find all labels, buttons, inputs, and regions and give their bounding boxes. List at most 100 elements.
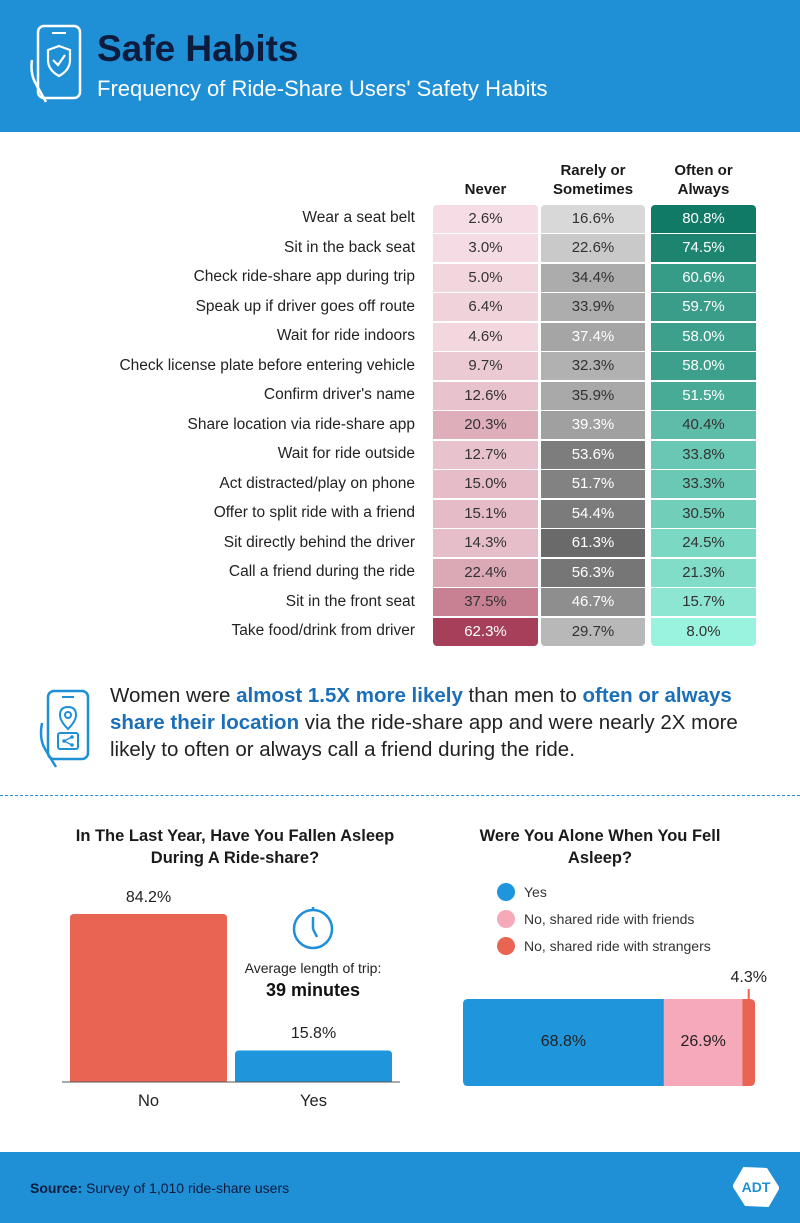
row-label: Offer to split ride with a friend	[213, 504, 415, 521]
table-cell: 22.6%	[541, 234, 645, 263]
row-label: Wear a seat belt	[302, 209, 415, 226]
table-cell: 20.3%	[433, 411, 538, 440]
table-cell: 15.1%	[433, 499, 538, 528]
table-cell: 2.6%	[433, 204, 538, 233]
row-label: Wait for ride indoors	[276, 327, 415, 344]
location-share-phone-icon	[39, 689, 90, 768]
category-label: Yes	[300, 1092, 327, 1110]
table-cell: 37.5%	[433, 588, 538, 617]
table-cell: 51.5%	[651, 381, 756, 410]
insight-highlight-2: often or always share their location	[110, 684, 732, 734]
table-cell: 8.0%	[651, 617, 756, 646]
legend-label: Yes	[524, 884, 547, 900]
page-title: Safe Habits	[97, 28, 299, 69]
row-label: Confirm driver's name	[263, 386, 415, 403]
avg-trip-value: 39 minutes	[265, 980, 361, 1000]
table-cell: 39.3%	[541, 411, 645, 440]
legend-swatch	[497, 883, 515, 901]
segment-value-label: 68.8%	[540, 1032, 587, 1050]
table-cell: 5.0%	[433, 263, 538, 292]
row-label: Wait for ride outside	[277, 445, 415, 462]
section-divider	[0, 795, 800, 796]
table-cell: 34.4%	[541, 263, 645, 292]
table-cell: 51.7%	[541, 470, 645, 499]
table-cell: 21.3%	[651, 558, 756, 587]
segment-value-label: 4.3%	[730, 969, 767, 986]
column-header: Often or Always	[674, 162, 733, 198]
clock-icon	[292, 907, 334, 950]
table-cell: 58.0%	[651, 322, 756, 351]
table-cell: 12.7%	[433, 440, 538, 469]
row-label: Take food/drink from driver	[231, 622, 416, 639]
bar-yes	[235, 1050, 392, 1082]
asleep-chart-title: In The Last Year, Have You Fallen Asleep…	[75, 827, 395, 867]
legend-swatch	[497, 910, 515, 928]
table-cell: 62.3%	[433, 617, 538, 646]
table-cell: 33.9%	[541, 293, 645, 322]
table-cell: 33.3%	[651, 470, 756, 499]
legend-label: No, shared ride with strangers	[524, 938, 711, 954]
category-label: No	[137, 1092, 160, 1110]
column-header: Rarely or Sometimes	[553, 162, 634, 198]
table-cell: 40.4%	[651, 411, 756, 440]
table-cell: 80.8%	[651, 204, 756, 233]
table-cell: 9.7%	[433, 352, 538, 381]
table-cell: 35.9%	[541, 381, 645, 410]
table-cell: 22.4%	[433, 558, 538, 587]
insight-text-1: Women were	[110, 684, 237, 707]
table-cell: 29.7%	[541, 617, 645, 646]
alone-chart-title: Were You Alone When You Fell Asleep?	[479, 827, 721, 867]
row-label: Sit directly behind the driver	[223, 533, 415, 551]
table-cell: 32.3%	[541, 352, 645, 381]
svg-text:ADT: ADT	[742, 1179, 771, 1195]
table-cell: 58.0%	[651, 352, 756, 381]
bar-value-label: 84.2%	[125, 889, 172, 906]
table-cell: 15.0%	[433, 470, 538, 499]
table-cell: 14.3%	[433, 529, 538, 558]
row-label: Share location via ride-share app	[187, 415, 415, 433]
table-cell: 30.5%	[651, 499, 756, 528]
table-cell: 3.0%	[433, 234, 538, 263]
row-label: Sit in the front seat	[285, 592, 415, 610]
column-header: Never	[464, 181, 507, 198]
insight-highlight-1: almost 1.5X more likely	[236, 684, 463, 707]
avg-trip-label: Average length of trip:	[244, 960, 382, 976]
table-cell: 37.4%	[541, 322, 645, 351]
table-cell: 12.6%	[433, 381, 538, 410]
row-label: Check license plate before entering vehi…	[119, 356, 415, 374]
source-text: Survey of 1,010 ride-share users	[82, 1180, 290, 1196]
row-label: Call a friend during the ride	[228, 563, 415, 580]
table-cell: 24.5%	[651, 529, 756, 558]
stacked-segment	[742, 999, 755, 1086]
table-cell: 4.6%	[433, 322, 538, 351]
segment-value-label: 26.9%	[680, 1032, 726, 1050]
table-cell: 33.8%	[651, 440, 756, 469]
source-note: Source: Survey of 1,010 ride-share users	[30, 1180, 289, 1196]
footer-banner: Source: Survey of 1,010 ride-share users…	[0, 1152, 800, 1223]
header-banner: Safe Habits Frequency of Ride-Share User…	[0, 0, 800, 132]
table-cell: 74.5%	[651, 234, 756, 263]
legend-label: No, shared ride with friends	[524, 911, 695, 927]
page-subtitle: Frequency of Ride-Share Users' Safety Ha…	[97, 76, 548, 101]
row-label: Sit in the back seat	[284, 238, 415, 256]
table-cell: 59.7%	[651, 293, 756, 322]
table-cell: 16.6%	[541, 204, 645, 233]
row-label: Act distracted/play on phone	[219, 474, 415, 492]
row-label: Speak up if driver goes off route	[195, 297, 415, 315]
table-cell: 53.6%	[541, 440, 645, 469]
source-label: Source:	[30, 1180, 83, 1196]
insight-text: Women were almost 1.5X more likely than …	[110, 682, 780, 763]
insight-text-3: via the ride-share app and were nearly 2…	[110, 711, 738, 761]
table-cell: 6.4%	[433, 293, 538, 322]
table-cell: 60.6%	[651, 263, 756, 292]
insight-text-2: than men to	[462, 684, 583, 707]
table-cell: 46.7%	[541, 588, 645, 617]
table-cell: 61.3%	[541, 529, 645, 558]
table-cell: 56.3%	[541, 558, 645, 587]
bar-value-label: 15.8%	[290, 1025, 337, 1043]
shield-phone-icon	[30, 24, 82, 103]
table-cell: 54.4%	[541, 499, 645, 528]
table-cell: 15.7%	[651, 588, 756, 617]
legend-swatch	[497, 937, 515, 955]
bar-no	[70, 914, 227, 1082]
